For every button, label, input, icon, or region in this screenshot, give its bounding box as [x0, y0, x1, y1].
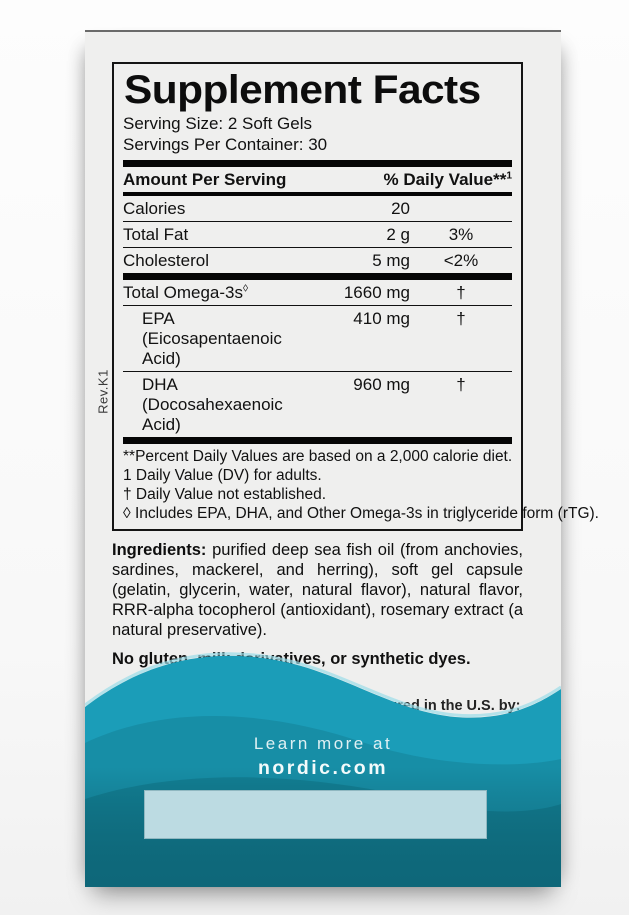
nutrient-amount: 960 mg	[353, 374, 410, 394]
nutrient-amount: 5 mg	[372, 250, 410, 270]
product-box-back-panel: Rev.K1 Supplement Facts Serving Size: 2 …	[85, 30, 599, 887]
nutrient-amount: 2 g	[386, 224, 410, 244]
nutrient-rows: Calories 20 Total Fat 2 g 3% Cholesterol…	[123, 196, 512, 273]
servings-per-container: Servings Per Container: 30	[123, 135, 328, 155]
divider-thick	[123, 160, 512, 168]
barcode-placeholder-box	[144, 790, 487, 839]
footnote: ◊ Includes EPA, DHA, and Other Omega-3s …	[123, 504, 599, 522]
table-row: EPA (Eicosapentaenoic Acid) 410 mg †	[123, 305, 512, 371]
nutrient-amount: 1660 mg	[343, 282, 410, 302]
table-row: DHA (Docosahexaenoic Acid) 960 mg †	[123, 371, 512, 437]
ingredients-paragraph: Ingredients: purified deep sea fish oil …	[112, 540, 523, 641]
serving-size: Serving Size: 2 Soft Gels	[123, 114, 312, 133]
nutrient-amount: 20	[391, 198, 410, 218]
nutrient-dv: †	[456, 374, 466, 394]
nutrient-name: Cholesterol	[123, 250, 209, 270]
nutrient-name: Total Fat	[123, 224, 189, 244]
footnote: † Daily Value not established.	[123, 485, 327, 503]
divider-medium	[123, 192, 512, 197]
table-row: Total Omega-3s◊ 1660 mg †	[123, 280, 512, 305]
nordic-url: nordic.com	[257, 757, 389, 779]
ingredients-text: purified deep sea fish oil (from anchovi…	[112, 540, 523, 640]
amount-per-serving-header: Amount Per Serving	[123, 170, 287, 190]
table-row: Total Fat 2 g 3%	[123, 221, 512, 247]
table-row: Cholesterol 5 mg <2%	[123, 247, 512, 273]
nutrient-dv: †	[456, 308, 466, 328]
table-row: Calories 20	[123, 196, 512, 221]
footnote: **Percent Daily Values are based on a 2,…	[123, 448, 513, 466]
nutrient-name: Calories	[123, 198, 186, 218]
footnote: 1 Daily Value (DV) for adults.	[123, 467, 322, 485]
learn-more-text: Learn more at	[253, 734, 393, 753]
nutrient-name: DHA (Docosahexaenoic Acid)	[142, 374, 283, 434]
nutrient-dv: †	[456, 282, 466, 302]
ingredients-label: Ingredients:	[112, 540, 207, 559]
nutrient-amount: 410 mg	[353, 308, 410, 328]
nutrient-name: Total Omega-3s◊	[123, 282, 249, 302]
nutrient-dv: <2%	[443, 250, 479, 270]
divider-thick	[123, 273, 512, 281]
nutrient-dv: 3%	[448, 224, 474, 244]
learn-more-block: Learn more at nordic.com	[85, 734, 561, 780]
revision-label: Rev.K1	[95, 369, 111, 414]
divider-thick	[123, 437, 512, 445]
footnotes: **Percent Daily Values are based on a 2,…	[123, 448, 599, 524]
table-header-row: Amount Per Serving % Daily Value**1	[123, 167, 512, 192]
daily-value-header: % Daily Value**1	[383, 170, 512, 190]
supplement-facts-title: Supplement Facts	[124, 68, 481, 112]
omega-rows: Total Omega-3s◊ 1660 mg † EPA (Eicosapen…	[123, 280, 512, 437]
supplement-facts-box: Supplement Facts Serving Size: 2 Soft Ge…	[112, 62, 599, 531]
nutrient-name: EPA (Eicosapentaenoic Acid)	[142, 308, 282, 368]
wave-crest-highlight	[85, 652, 561, 718]
